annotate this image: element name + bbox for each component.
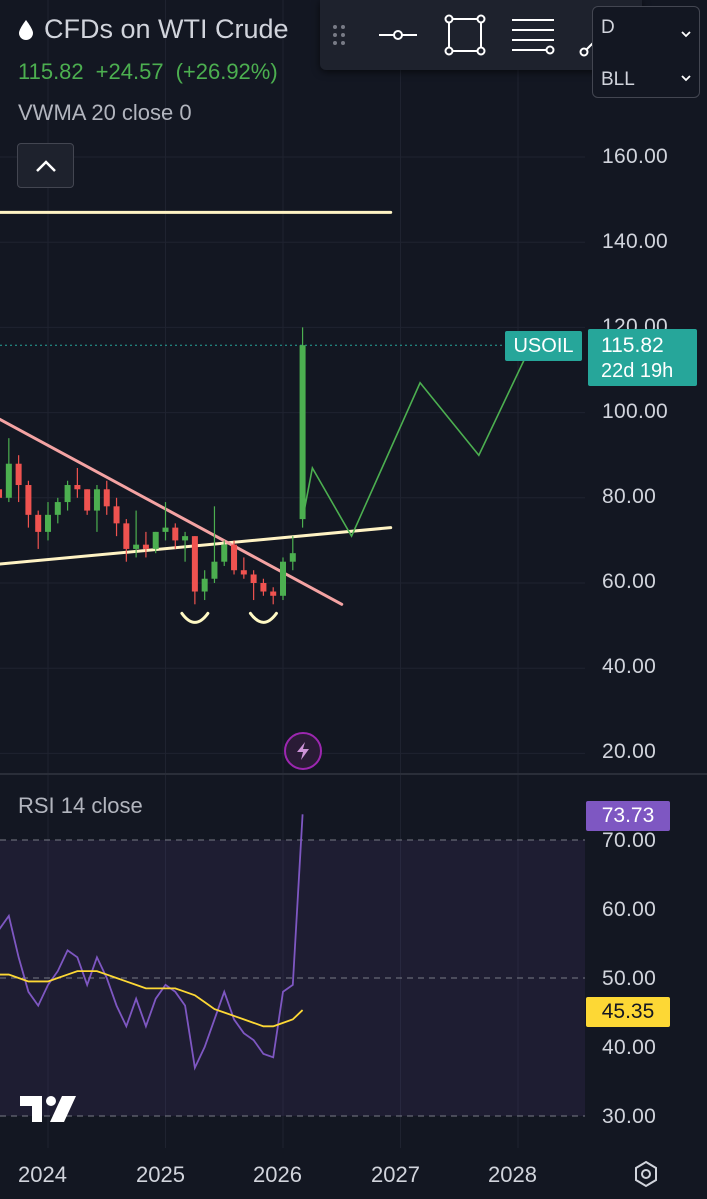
candle-body xyxy=(182,536,189,541)
candle-body xyxy=(35,514,42,532)
collapse-legend-button[interactable] xyxy=(17,143,74,188)
candle-body xyxy=(152,531,159,549)
y-axis-tick-label: 40.00 xyxy=(602,655,657,678)
rsi-legend[interactable]: RSI 14 close xyxy=(18,793,143,818)
candle-body xyxy=(299,345,306,520)
lightning-icon xyxy=(297,742,309,760)
bottom-marker xyxy=(248,611,278,624)
projection-path xyxy=(301,331,539,538)
candle-body xyxy=(260,583,267,592)
drag-handle-icon[interactable] xyxy=(332,24,346,46)
candle-body xyxy=(113,506,120,524)
candle-body xyxy=(211,561,218,579)
candle-body xyxy=(93,489,100,511)
rsi-ma-line xyxy=(0,970,304,1028)
last-price: 115.82 xyxy=(18,59,84,84)
rsi-axis-tick-label: 30.00 xyxy=(602,1105,657,1128)
x-axis-tick-label: 2026 xyxy=(253,1162,302,1187)
candle-body xyxy=(0,489,3,498)
candle-body xyxy=(270,591,277,596)
bar-countdown: 22d 19h xyxy=(601,360,674,382)
price-change-row: 115.82 +24.57 (+26.92%) xyxy=(18,59,278,85)
rsi-axis-tick-label: 60.00 xyxy=(602,898,657,921)
settings-icon[interactable] xyxy=(632,1160,660,1188)
y-axis-tick-label: 160.00 xyxy=(602,145,669,168)
rsi-axis-tick-label: 40.00 xyxy=(602,1036,657,1059)
x-axis-tick-label: 2028 xyxy=(488,1162,537,1187)
candle-body xyxy=(191,536,198,592)
chevron-down-icon xyxy=(681,31,691,38)
y-axis-tick-label: 60.00 xyxy=(602,570,657,593)
rsi-value-tag: 73.73 xyxy=(586,801,670,831)
rsi-lines xyxy=(0,814,304,1071)
candle-body xyxy=(5,463,12,498)
candle-body xyxy=(280,561,286,596)
horizontal-line-icon[interactable] xyxy=(375,12,421,58)
chevron-down-icon xyxy=(681,75,691,82)
rsi-axis-tick-label: 70.00 xyxy=(602,829,657,852)
candle-body xyxy=(289,553,296,562)
candle-body xyxy=(123,523,130,549)
events-button[interactable] xyxy=(284,732,322,770)
x-axis-tick-label: 2024 xyxy=(18,1162,67,1187)
rsi-ma-value-tag: 45.35 xyxy=(586,997,670,1027)
candle-body xyxy=(172,527,179,541)
candle-body xyxy=(240,570,247,575)
change-percent: (+26.92%) xyxy=(175,59,278,84)
rsi-line xyxy=(0,814,304,1071)
candle-body xyxy=(103,489,110,507)
y-axis-tick-label: 20.00 xyxy=(602,740,657,763)
candle-body xyxy=(250,574,257,583)
candle-body xyxy=(142,544,149,549)
y-axis-tick-label: 80.00 xyxy=(602,485,657,508)
candle-body xyxy=(84,489,91,511)
candlestick-series xyxy=(0,327,306,605)
last-price-tag: 115.82 22d 19h xyxy=(588,329,697,386)
drawing-objects[interactable] xyxy=(0,210,539,624)
indicator-legend-vwma[interactable]: VWMA 20 close 0 xyxy=(18,100,192,125)
x-axis-tick-label: 2025 xyxy=(136,1162,185,1187)
candle-body xyxy=(133,544,140,549)
oil-drop-icon xyxy=(19,19,33,40)
candle-body xyxy=(221,544,228,562)
candle-body xyxy=(201,578,208,592)
symbol-price-tag: USOIL xyxy=(505,331,582,361)
candle-body xyxy=(25,485,32,515)
candle-body xyxy=(45,514,51,532)
y-axis-tick-label: 100.00 xyxy=(602,400,669,423)
symbol-title[interactable]: CFDs on WTI Crude xyxy=(18,14,289,45)
tradingview-logo[interactable] xyxy=(18,1094,78,1124)
symbol-title-text: CFDs on WTI Crude xyxy=(44,14,289,44)
last-price-tag-value: 115.82 xyxy=(601,334,664,357)
candle-body xyxy=(231,544,238,571)
chevron-up-icon xyxy=(35,159,56,172)
interval-selector[interactable]: D BLL xyxy=(592,6,700,98)
y-axis-tick-label: 140.00 xyxy=(602,230,669,253)
candle-body xyxy=(64,485,71,503)
candle-body xyxy=(74,485,81,490)
fib-retracement-icon[interactable] xyxy=(510,12,556,58)
rsi-axis-tick-label: 50.00 xyxy=(602,967,657,990)
x-axis-tick-label: 2027 xyxy=(371,1162,420,1187)
bottom-marker xyxy=(180,611,210,624)
candle-body xyxy=(54,502,61,515)
mode-value: BLL xyxy=(601,69,635,90)
rectangle-icon[interactable] xyxy=(442,12,488,58)
change-absolute: +24.57 xyxy=(95,59,164,84)
candle-body xyxy=(162,527,169,532)
drawing-toolbar xyxy=(320,0,642,70)
candle-body xyxy=(15,463,22,486)
interval-value: D xyxy=(601,17,615,38)
